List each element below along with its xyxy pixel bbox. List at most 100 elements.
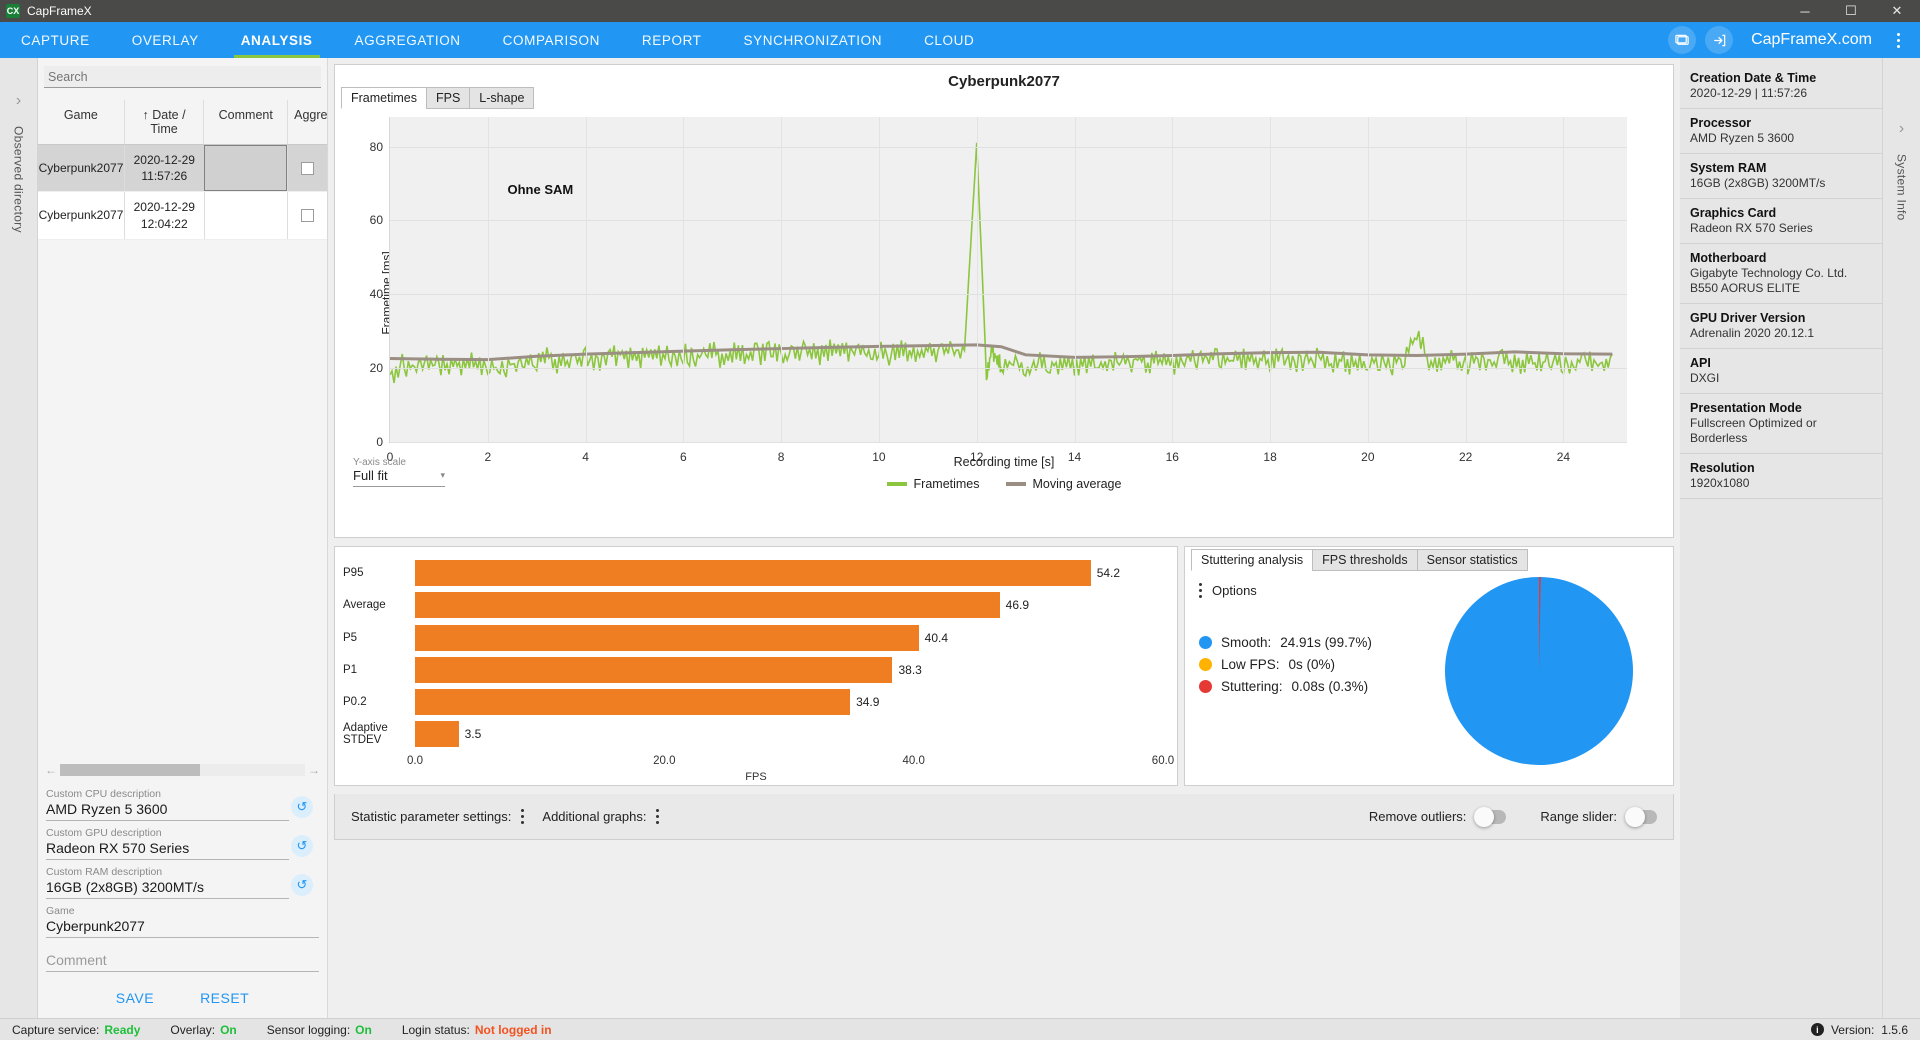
system-info-key: Motherboard: [1690, 251, 1767, 265]
system-info-value: Adrenalin 2020 20.12.1: [1690, 326, 1815, 340]
bar-value-label: 46.9: [1005, 598, 1030, 613]
remove-outliers-control[interactable]: Remove outliers:: [1369, 806, 1507, 827]
table-row[interactable]: Cyberpunk2077 2020-12-29 12:04:22: [38, 192, 327, 240]
chevron-right-icon[interactable]: ›: [1898, 120, 1905, 137]
y-axis-scale-value: Full fit: [353, 468, 388, 483]
statistic-parameter-settings[interactable]: Statistic parameter settings:: [351, 809, 525, 824]
nav-item-capture[interactable]: CAPTURE: [21, 32, 90, 48]
bar-value-label: 38.3: [898, 662, 922, 677]
nav-item-synchronization[interactable]: SYNCHRONIZATION: [743, 32, 883, 48]
bar-row: P5 40.4: [343, 621, 1163, 653]
system-info-item: Creation Date & Time 2020-12-29 | 11:57:2…: [1680, 64, 1882, 109]
system-info-key: Creation Date & Time: [1690, 71, 1817, 85]
bar-fill: [415, 688, 851, 715]
legend-label-frametimes: Frametimes: [913, 477, 980, 491]
smooth-value: 24.91s (99.7%): [1280, 635, 1372, 650]
scroll-left-icon[interactable]: ←: [45, 763, 57, 777]
ram-field: Custom RAM description 16GB (2x8GB) 3200…: [46, 866, 313, 899]
login-arrow-icon[interactable]: [1705, 26, 1734, 54]
table-row[interactable]: Cyberpunk2077 2020-12-29 11:57:26: [38, 145, 327, 193]
x-axis-label: Recording time [s]: [953, 455, 1055, 469]
nav-item-analysis[interactable]: ANALYSIS: [220, 22, 334, 58]
close-button[interactable]: ✕: [1891, 3, 1903, 18]
low-fps-label: Low FPS:: [1221, 657, 1280, 672]
range-slider-toggle[interactable]: [1625, 806, 1657, 827]
minimize-button[interactable]: ─: [1800, 3, 1810, 19]
bar-row: P0.2 34.9: [343, 686, 1163, 718]
tab-frametimes[interactable]: Frametimes: [341, 87, 427, 109]
stuttering-pie-chart[interactable]: [1445, 577, 1633, 765]
nav-item-comparison[interactable]: COMPARISON: [502, 32, 600, 48]
screenshot-icon[interactable]: [1668, 26, 1697, 54]
x-axis-tick: 24: [1556, 450, 1571, 464]
game-input[interactable]: Cyberpunk2077: [46, 918, 319, 938]
x-axis-tick: 22: [1458, 450, 1473, 464]
cell-comment[interactable]: [203, 145, 288, 192]
observed-directory-rail[interactable]: › Observed directory: [0, 58, 38, 1018]
table-horizontal-scrollbar[interactable]: ← →: [38, 762, 327, 782]
stuttering-options-row[interactable]: Options: [1185, 571, 1673, 598]
column-header-aggregation[interactable]: Aggreg: [287, 100, 327, 144]
tab-fps[interactable]: FPS: [425, 87, 471, 109]
ram-input[interactable]: 16GB (2x8GB) 3200MT/s: [46, 879, 289, 899]
legend-item-frametimes: Frametimes: [886, 477, 980, 491]
tab-stuttering-analysis[interactable]: Stuttering analysis: [1191, 549, 1314, 571]
column-header-game[interactable]: Game: [63, 108, 98, 122]
legend-swatch-moving-average: [1005, 482, 1026, 486]
plot-canvas[interactable]: Ohne SAM 0 20 40 60 80 0 2 4 6 8 10 12 14 16 18 20 22 24: [370, 117, 1627, 464]
save-button[interactable]: SAVE: [115, 990, 155, 1006]
comment-input[interactable]: Comment: [46, 952, 319, 972]
frametime-plot-area[interactable]: Frametime [ms] Ohne SAM 0 20 40 60 80 0 2 4 6 8 10…: [343, 109, 1665, 493]
tab-sensor-statistics[interactable]: Sensor statistics: [1416, 549, 1528, 571]
remove-outliers-toggle[interactable]: [1474, 806, 1507, 827]
brand-link[interactable]: CapFrameX.com: [1751, 31, 1872, 48]
records-panel: Game ↑ Date / Time Comment Aggreg Cyberp…: [38, 58, 328, 1018]
aggregation-checkbox[interactable]: [301, 209, 315, 223]
scrollbar-thumb[interactable]: [60, 764, 200, 776]
cpu-input[interactable]: AMD Ryzen 5 3600: [46, 801, 289, 821]
x-axis-tick: 14: [1067, 450, 1082, 464]
column-header-date-time[interactable]: ↑ Date / Time: [123, 100, 204, 144]
y-axis-scale-control: Y-axis scale Full fit ▾: [353, 457, 445, 487]
bar-category-label: Average: [343, 599, 386, 612]
reset-button[interactable]: RESET: [200, 990, 250, 1006]
range-slider-control[interactable]: Range slider:: [1540, 806, 1657, 827]
system-info-value: DXGI: [1690, 371, 1720, 385]
column-header-comment[interactable]: Comment: [203, 100, 287, 144]
moving-average-line: [390, 345, 1612, 360]
tab-l-shape[interactable]: L-shape: [469, 87, 535, 109]
y-axis-scale-dropdown[interactable]: Full fit ▾: [353, 468, 445, 487]
vertical-kebab-icon[interactable]: [1199, 583, 1202, 598]
maximize-button[interactable]: ☐: [1845, 3, 1857, 18]
bar-fill: [415, 656, 893, 683]
low-fps-value: 0s (0%): [1288, 657, 1336, 672]
nav-item-report[interactable]: REPORT: [641, 32, 702, 48]
statistic-settings-kebab-icon[interactable]: [521, 809, 525, 824]
system-info-rail[interactable]: › System Info: [1882, 58, 1920, 1018]
cpu-row: Custom CPU description AMD Ryzen 5 3600 …: [46, 788, 319, 827]
chevron-right-icon[interactable]: ›: [15, 92, 22, 109]
stuttering-tabs: Stuttering analysis FPS thresholds Senso…: [1185, 547, 1673, 571]
gpu-input[interactable]: Radeon RX 570 Series: [46, 840, 289, 860]
nav-item-overlay[interactable]: OVERLAY: [131, 32, 199, 48]
nav-item-aggregation[interactable]: AGGREGATION: [354, 32, 461, 48]
additional-graphs[interactable]: Additional graphs:: [542, 809, 660, 824]
cpu-refresh-icon[interactable]: ↺: [291, 796, 313, 818]
aggregation-checkbox[interactable]: [301, 161, 315, 175]
kebab-menu-icon[interactable]: [1884, 32, 1912, 48]
tab-fps-thresholds[interactable]: FPS thresholds: [1312, 549, 1418, 571]
gridline: [1465, 117, 1467, 442]
cell-comment[interactable]: [203, 192, 288, 239]
search-input[interactable]: [44, 66, 321, 88]
info-icon[interactable]: i: [1810, 1023, 1824, 1036]
scroll-right-icon[interactable]: →: [308, 763, 320, 777]
ram-refresh-icon[interactable]: ↺: [291, 874, 313, 896]
chart-tabs: Frametimes FPS L-shape: [341, 87, 535, 109]
nav-item-cloud[interactable]: CLOUD: [924, 32, 975, 48]
system-info-key: System RAM: [1690, 161, 1767, 175]
ram-row: Custom RAM description 16GB (2x8GB) 3200…: [46, 866, 319, 905]
additional-graphs-kebab-icon[interactable]: [656, 809, 660, 824]
statistic-parameter-settings-label: Statistic parameter settings:: [351, 809, 512, 824]
scrollbar-track[interactable]: [60, 764, 305, 776]
gpu-refresh-icon[interactable]: ↺: [291, 835, 313, 857]
